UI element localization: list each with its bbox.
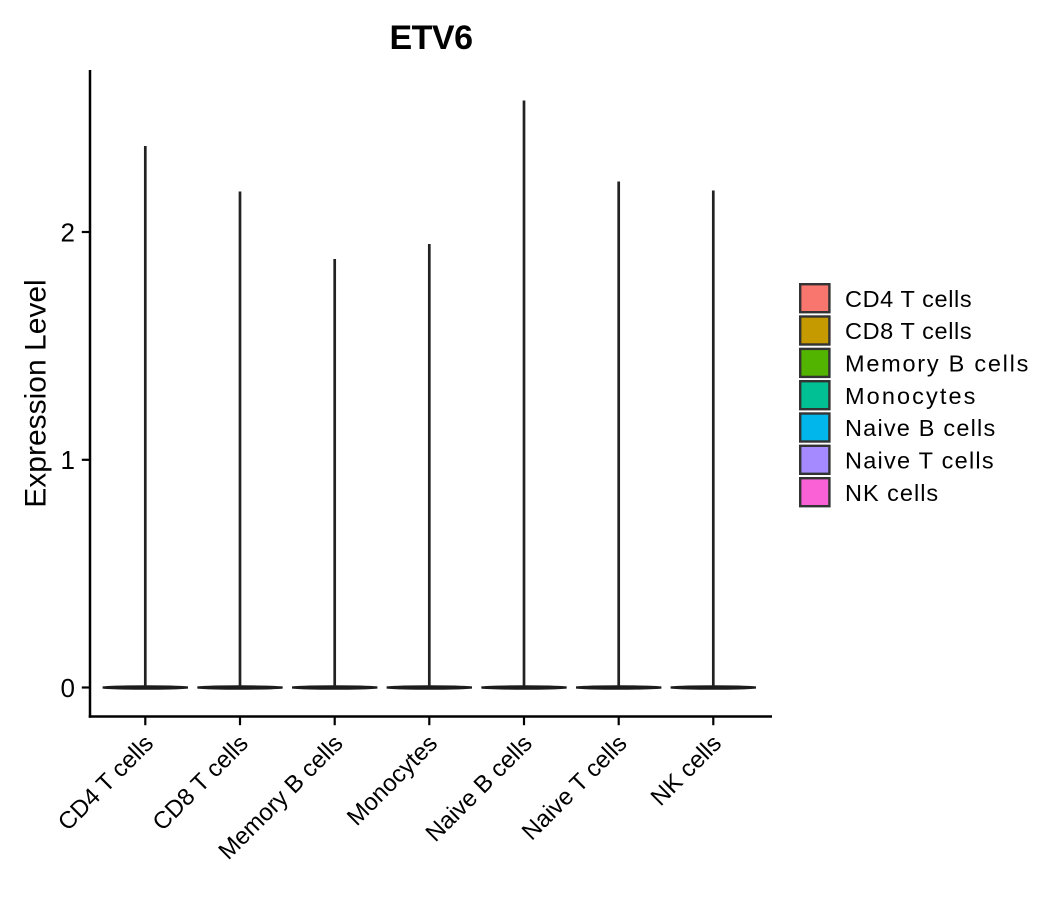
svg-text:1: 1 <box>61 445 75 475</box>
svg-text:CD8 T cells: CD8 T cells <box>845 318 972 344</box>
svg-text:ETV6: ETV6 <box>389 19 472 57</box>
svg-text:Naive T cells: Naive T cells <box>845 447 995 473</box>
svg-text:NK cells: NK cells <box>845 480 939 506</box>
svg-text:0: 0 <box>61 673 75 703</box>
svg-text:Memory B cells: Memory B cells <box>845 351 1030 377</box>
svg-text:Expression Level: Expression Level <box>20 279 53 507</box>
svg-text:Naive B cells: Naive B cells <box>845 415 996 441</box>
svg-text:CD4 T cells: CD4 T cells <box>845 286 972 312</box>
svg-text:2: 2 <box>61 217 75 247</box>
svg-text:Monocytes: Monocytes <box>845 383 978 409</box>
